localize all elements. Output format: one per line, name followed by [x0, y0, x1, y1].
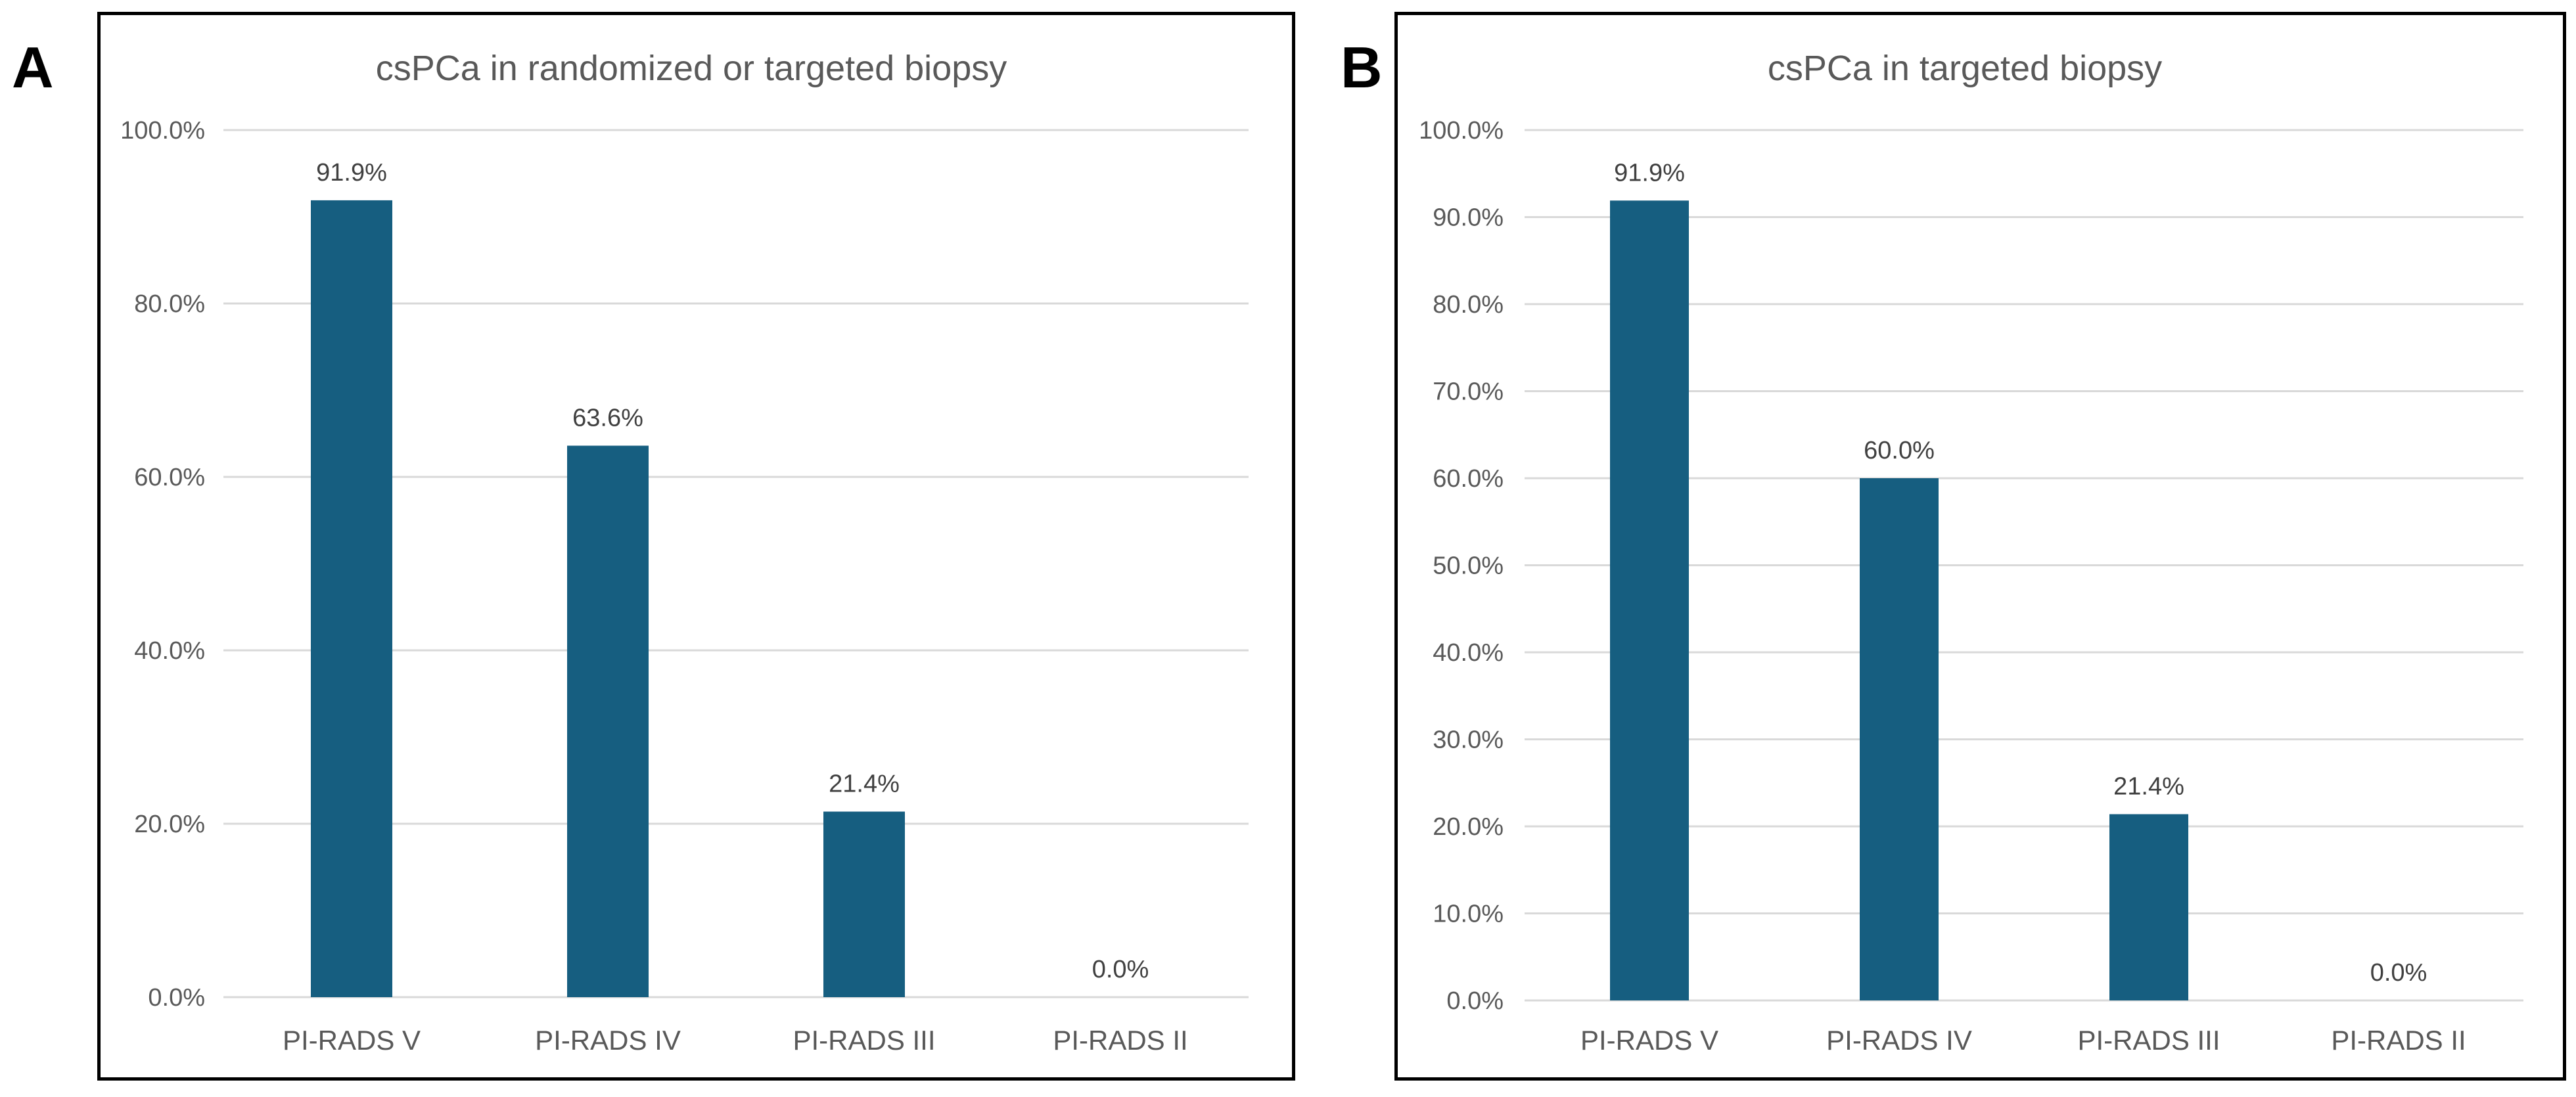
panel-letter-a: A [12, 35, 54, 100]
chart-b-group: csPCa in targeted biopsy 0.0% 10.0% 20.0% 30… [1419, 49, 2523, 1056]
bar [311, 200, 392, 997]
x-tick-label: PI-RADS II [1053, 1025, 1187, 1056]
y-tick-label: 100.0% [1419, 117, 1504, 145]
y-tick-label: 0.0% [1446, 987, 1504, 1015]
y-tick-label: 40.0% [134, 637, 205, 665]
y-tick-label: 30.0% [1433, 727, 1504, 754]
data-label: 91.9% [316, 159, 387, 187]
chart-a-title: csPCa in randomized or targeted biopsy [376, 49, 1007, 88]
data-label: 0.0% [2370, 959, 2427, 987]
y-tick-label: 70.0% [1433, 378, 1504, 406]
y-tick-label: 10.0% [1433, 901, 1504, 928]
chart-panel-b [1394, 12, 2566, 1081]
data-label: 60.0% [1864, 437, 1935, 464]
y-tick-label: 50.0% [1433, 552, 1504, 580]
data-label: 21.4% [829, 771, 900, 798]
panel-letter-b: B [1341, 35, 1383, 100]
bar [567, 445, 649, 997]
y-tick-label: 40.0% [1433, 639, 1504, 667]
data-label: 63.6% [572, 404, 643, 432]
x-tick-label: PI-RADS IV [1826, 1025, 1972, 1056]
x-tick-label: PI-RADS II [2331, 1025, 2466, 1056]
data-label: 21.4% [2113, 772, 2184, 800]
y-tick-label: 0.0% [148, 984, 205, 1012]
data-label: 0.0% [1092, 956, 1149, 983]
x-tick-label: PI-RADS III [793, 1025, 935, 1056]
x-tick-label: PI-RADS V [1580, 1025, 1718, 1056]
bar [1860, 478, 1939, 1000]
chart-a-group: csPCa in randomized or targeted biopsy 0.… [120, 49, 1249, 1056]
chart-panel-a [97, 12, 1295, 1081]
y-tick-label: 20.0% [1433, 813, 1504, 841]
y-tick-label: 20.0% [134, 811, 205, 838]
bar [1610, 200, 1689, 1001]
y-tick-label: 100.0% [120, 117, 205, 145]
data-label: 91.9% [1614, 159, 1685, 187]
y-tick-label: 80.0% [1433, 291, 1504, 319]
bar [2109, 814, 2188, 1000]
y-tick-label: 90.0% [1433, 204, 1504, 232]
x-tick-label: PI-RADS IV [535, 1025, 681, 1056]
x-tick-label: PI-RADS V [283, 1025, 421, 1056]
y-tick-label: 60.0% [134, 464, 205, 491]
chart-b-title: csPCa in targeted biopsy [1768, 49, 2162, 88]
y-tick-label: 60.0% [1433, 465, 1504, 493]
x-tick-label: PI-RADS III [2077, 1025, 2220, 1056]
bar [823, 811, 905, 997]
y-tick-label: 80.0% [134, 290, 205, 318]
